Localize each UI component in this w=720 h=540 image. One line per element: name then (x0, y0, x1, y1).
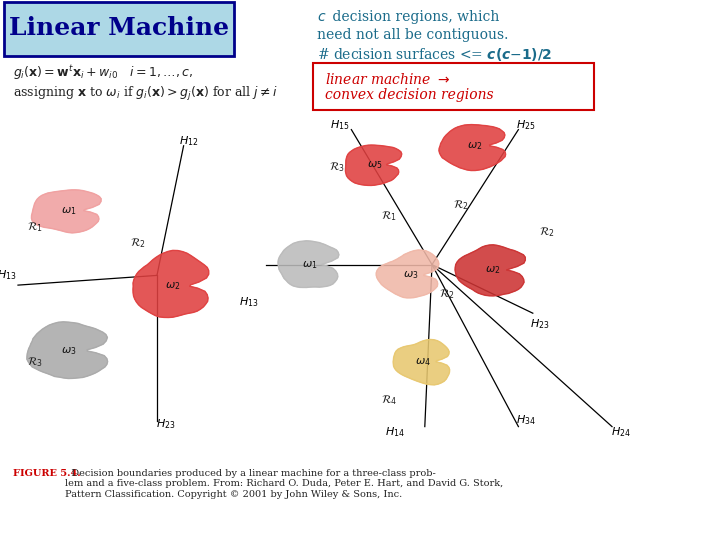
Polygon shape (393, 340, 450, 385)
Text: $\omega_3$: $\omega_3$ (60, 345, 76, 357)
Text: $\omega_1$: $\omega_1$ (60, 205, 76, 217)
Text: FIGURE 5.4.: FIGURE 5.4. (13, 469, 81, 478)
Text: $\omega_3$: $\omega_3$ (402, 269, 418, 281)
Polygon shape (346, 145, 402, 185)
Polygon shape (455, 245, 526, 296)
Text: Decision boundaries produced by a linear machine for a three-class prob-
lem and: Decision boundaries produced by a linear… (65, 469, 503, 498)
Polygon shape (32, 190, 102, 233)
FancyBboxPatch shape (313, 63, 594, 110)
Polygon shape (439, 125, 505, 171)
Text: $\omega_2$: $\omega_2$ (165, 280, 181, 292)
Text: $\mathcal{R}_1$: $\mathcal{R}_1$ (381, 209, 397, 223)
Text: linear machine $\rightarrow$: linear machine $\rightarrow$ (325, 72, 451, 87)
Text: $\omega_1$: $\omega_1$ (302, 259, 318, 271)
Polygon shape (278, 241, 339, 287)
Text: $H_{23}$: $H_{23}$ (530, 317, 550, 331)
Text: $H_{13}$: $H_{13}$ (238, 295, 258, 309)
Text: $H_{25}$: $H_{25}$ (516, 118, 536, 132)
Text: $H_{23}$: $H_{23}$ (156, 417, 176, 431)
Text: $\omega_4$: $\omega_4$ (415, 356, 431, 368)
Text: $H_{13}$: $H_{13}$ (0, 268, 17, 282)
Text: $\omega_2$: $\omega_2$ (485, 264, 501, 276)
Text: $H_{14}$: $H_{14}$ (384, 425, 405, 439)
Text: $\mathcal{R}_2$: $\mathcal{R}_2$ (438, 287, 454, 301)
Text: $\mathcal{R}_1$: $\mathcal{R}_1$ (27, 220, 42, 234)
Text: need not all be contiguous.: need not all be contiguous. (317, 28, 508, 42)
Text: $H_{15}$: $H_{15}$ (330, 118, 350, 132)
Text: $\mathcal{R}_2$: $\mathcal{R}_2$ (453, 198, 469, 212)
Text: Linear Machine: Linear Machine (9, 16, 229, 40)
Text: $\mathcal{R}_3$: $\mathcal{R}_3$ (27, 355, 42, 369)
Text: convex decision regions: convex decision regions (325, 88, 494, 102)
Text: $\mathcal{R}_4$: $\mathcal{R}_4$ (381, 393, 397, 407)
Text: decision regions, which: decision regions, which (328, 10, 499, 24)
Text: $H_{12}$: $H_{12}$ (179, 134, 199, 149)
Text: $\mathcal{R}_2$: $\mathcal{R}_2$ (539, 225, 555, 239)
Text: $c$: $c$ (317, 10, 326, 24)
Text: $H_{24}$: $H_{24}$ (611, 425, 631, 439)
FancyBboxPatch shape (4, 2, 234, 56)
Text: $\omega_2$: $\omega_2$ (467, 140, 483, 152)
Text: $\omega_5$: $\omega_5$ (366, 159, 382, 171)
Text: $\mathcal{R}_2$: $\mathcal{R}_2$ (130, 236, 146, 250)
Polygon shape (133, 251, 209, 318)
Polygon shape (377, 250, 439, 298)
Text: assigning $\mathbf{x}$ to $\omega_i$ if $g_i(\mathbf{x}) > g_j(\mathbf{x})$ for : assigning $\mathbf{x}$ to $\omega_i$ if … (13, 85, 278, 103)
Polygon shape (27, 322, 108, 379)
Text: $g_i(\mathbf{x}) = \mathbf{w}^t\mathbf{x}_i + w_{i0}$$\quad i = 1, \ldots, c,$: $g_i(\mathbf{x}) = \mathbf{w}^t\mathbf{x… (13, 64, 193, 82)
Text: $\mathcal{R}_3$: $\mathcal{R}_3$ (329, 160, 345, 174)
Text: # decision surfaces <= $\boldsymbol{c(c{-}1)/2}$: # decision surfaces <= $\boldsymbol{c(c{… (317, 46, 552, 63)
Text: $H_{34}$: $H_{34}$ (516, 413, 536, 427)
